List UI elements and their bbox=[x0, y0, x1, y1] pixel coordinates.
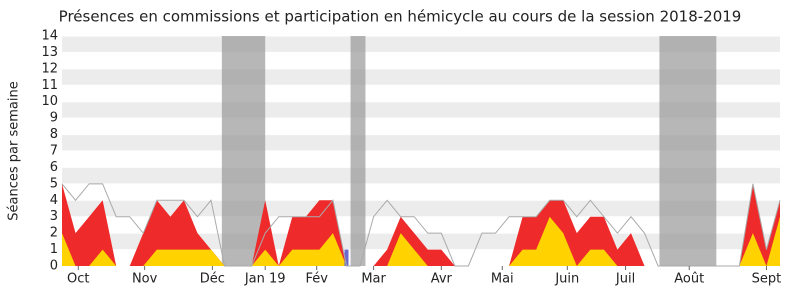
y-axis-label: Séances par semaine bbox=[7, 81, 22, 220]
y-tick-label: 10 bbox=[41, 94, 58, 109]
y-tick-label: 14 bbox=[41, 29, 58, 44]
x-tick-label: Mar bbox=[361, 272, 386, 287]
x-tick-label: Nov bbox=[132, 272, 158, 287]
y-tick-label: 0 bbox=[50, 259, 58, 274]
y-tick-label: 2 bbox=[50, 226, 58, 241]
y-tick-label: 9 bbox=[50, 111, 58, 126]
y-tick-label: 4 bbox=[50, 193, 58, 208]
y-tick-label: 6 bbox=[50, 160, 58, 175]
vacation-band bbox=[221, 36, 266, 266]
x-tick-label: Juil bbox=[615, 272, 635, 287]
y-tick-label: 5 bbox=[50, 176, 58, 191]
x-tick-label: Mai bbox=[491, 272, 514, 287]
x-tick-label: Jan 19 bbox=[244, 272, 286, 287]
x-tick-label: Août bbox=[674, 272, 704, 287]
chart-title: Présences en commissions et participatio… bbox=[59, 8, 742, 26]
bar bbox=[344, 249, 349, 266]
x-tick-label: Oct bbox=[67, 272, 89, 287]
y-tick-label: 12 bbox=[41, 61, 58, 76]
x-tick-label: Sept bbox=[752, 272, 782, 287]
vacation-band bbox=[659, 36, 717, 266]
y-tick-label: 8 bbox=[50, 127, 58, 142]
area bbox=[62, 216, 780, 266]
x-tick-label: Déc bbox=[200, 272, 225, 287]
y-tick-label: 1 bbox=[50, 242, 58, 257]
area bbox=[62, 183, 780, 266]
x-tick-label: Fév bbox=[305, 272, 328, 287]
x-tick-label: Avr bbox=[431, 272, 453, 287]
y-tick-label: 11 bbox=[41, 78, 58, 93]
x-tick-label: Juin bbox=[554, 272, 579, 287]
y-tick-label: 7 bbox=[50, 144, 58, 159]
y-tick-label: 13 bbox=[41, 45, 58, 60]
line bbox=[61, 183, 781, 267]
y-tick-label: 3 bbox=[50, 209, 58, 224]
vacation-band bbox=[350, 36, 366, 266]
